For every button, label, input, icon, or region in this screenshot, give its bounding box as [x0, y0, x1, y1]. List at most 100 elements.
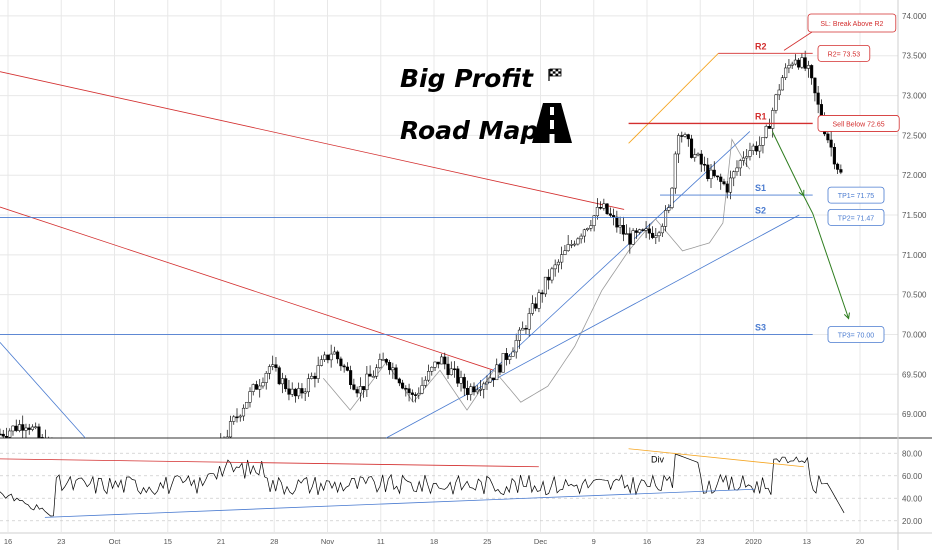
candle-body	[427, 371, 431, 381]
candle-body	[0, 433, 2, 436]
candle-body	[430, 366, 434, 372]
candle-body	[813, 77, 817, 94]
candle-body	[24, 427, 28, 431]
candle-body	[517, 329, 522, 341]
candle-body	[232, 416, 236, 422]
candle-body	[550, 268, 554, 281]
candle-body	[495, 364, 499, 381]
candle-body	[530, 303, 534, 314]
candle-body	[547, 276, 551, 281]
x-tick-label: 11	[377, 537, 385, 546]
grid-layer	[0, 0, 898, 532]
candle-body	[521, 327, 525, 331]
candle-body	[352, 384, 356, 390]
resistance-trendline	[0, 206, 495, 371]
projection-path	[771, 131, 850, 319]
candle-body	[284, 378, 288, 390]
levels-layer: R2 R2= 73.53 R1 Sell Below 72.65 S1 TP1= 71.7…	[0, 13, 900, 343]
candle-body	[644, 228, 648, 231]
candle-body	[381, 359, 385, 361]
candle-body	[573, 243, 577, 246]
y-tick-label: 70.500	[902, 291, 927, 300]
candle-body	[696, 153, 700, 156]
candle-body	[829, 139, 833, 148]
rsi-tick-label: 60.00	[902, 472, 923, 481]
rsi-tick-label: 80.00	[902, 449, 923, 458]
candle-body	[732, 171, 736, 179]
candle-body	[816, 92, 820, 105]
candle-body	[358, 386, 362, 394]
candle-body	[767, 126, 771, 129]
projection-arrowhead	[843, 312, 850, 320]
candle-body	[758, 145, 762, 152]
candle-body	[306, 378, 310, 393]
y-tick-label: 70.000	[902, 330, 927, 339]
candle-body	[709, 169, 713, 180]
candle-body	[764, 126, 768, 138]
candle-body	[524, 327, 528, 330]
candle-body	[576, 238, 580, 245]
candle-body	[745, 156, 749, 159]
candle-body	[404, 387, 408, 390]
level-label-r2: R2	[755, 41, 767, 51]
x-tick-label: 2020	[745, 537, 762, 546]
candle-body	[362, 386, 366, 391]
candle-body	[638, 229, 642, 233]
level-label-s3: S3	[755, 322, 766, 332]
candle-body	[407, 388, 411, 394]
candle-body	[449, 368, 453, 376]
candle-body	[410, 392, 414, 395]
candle-body	[326, 354, 330, 361]
rsi-support-line	[44, 488, 755, 518]
rsi-divergence-label: Div	[651, 454, 664, 464]
candle-body	[300, 388, 304, 394]
candle-body	[40, 437, 44, 439]
support-trendline	[385, 214, 800, 439]
candle-body	[728, 177, 733, 193]
candle-body	[420, 385, 424, 394]
x-tick-label: 13	[803, 537, 811, 546]
candle-body	[332, 351, 336, 355]
x-tick-label: 23	[57, 537, 65, 546]
candle-body	[689, 138, 694, 158]
candle-body	[660, 226, 664, 234]
candle-body	[589, 225, 593, 229]
candle-body	[248, 391, 252, 403]
candle-body	[446, 363, 450, 376]
candle-body	[384, 359, 388, 363]
candle-body	[667, 207, 671, 211]
candle-body	[803, 57, 807, 69]
candle-body	[293, 388, 297, 397]
y-tick-label: 69.000	[902, 410, 927, 419]
candle-body	[715, 175, 720, 178]
y-tick-label: 71.000	[902, 251, 927, 260]
candle-body	[472, 386, 476, 393]
candle-body	[615, 216, 619, 228]
candle-body	[599, 206, 603, 209]
candle-body	[719, 176, 723, 182]
candle-body	[313, 375, 317, 379]
resistance-trendline	[0, 71, 625, 210]
candle-body	[274, 364, 278, 368]
candle-body	[267, 366, 272, 374]
candle-body	[482, 383, 486, 390]
candle-body	[329, 353, 333, 361]
candle-body	[741, 157, 746, 161]
support-trendline	[0, 342, 86, 439]
x-tick-label: 16	[643, 537, 651, 546]
trendline-layer	[0, 53, 800, 439]
candle-body	[323, 354, 327, 360]
candle-body	[543, 276, 547, 295]
candle-body	[676, 135, 681, 155]
candle-body	[540, 292, 544, 295]
candle-body	[462, 377, 466, 389]
candle-body	[534, 303, 538, 309]
stop-loss-box	[807, 13, 897, 33]
callout-box-r2	[817, 44, 871, 62]
candle-body	[511, 351, 515, 357]
candle-body	[553, 264, 557, 270]
candle-body	[777, 89, 781, 96]
candle-body	[371, 375, 375, 378]
